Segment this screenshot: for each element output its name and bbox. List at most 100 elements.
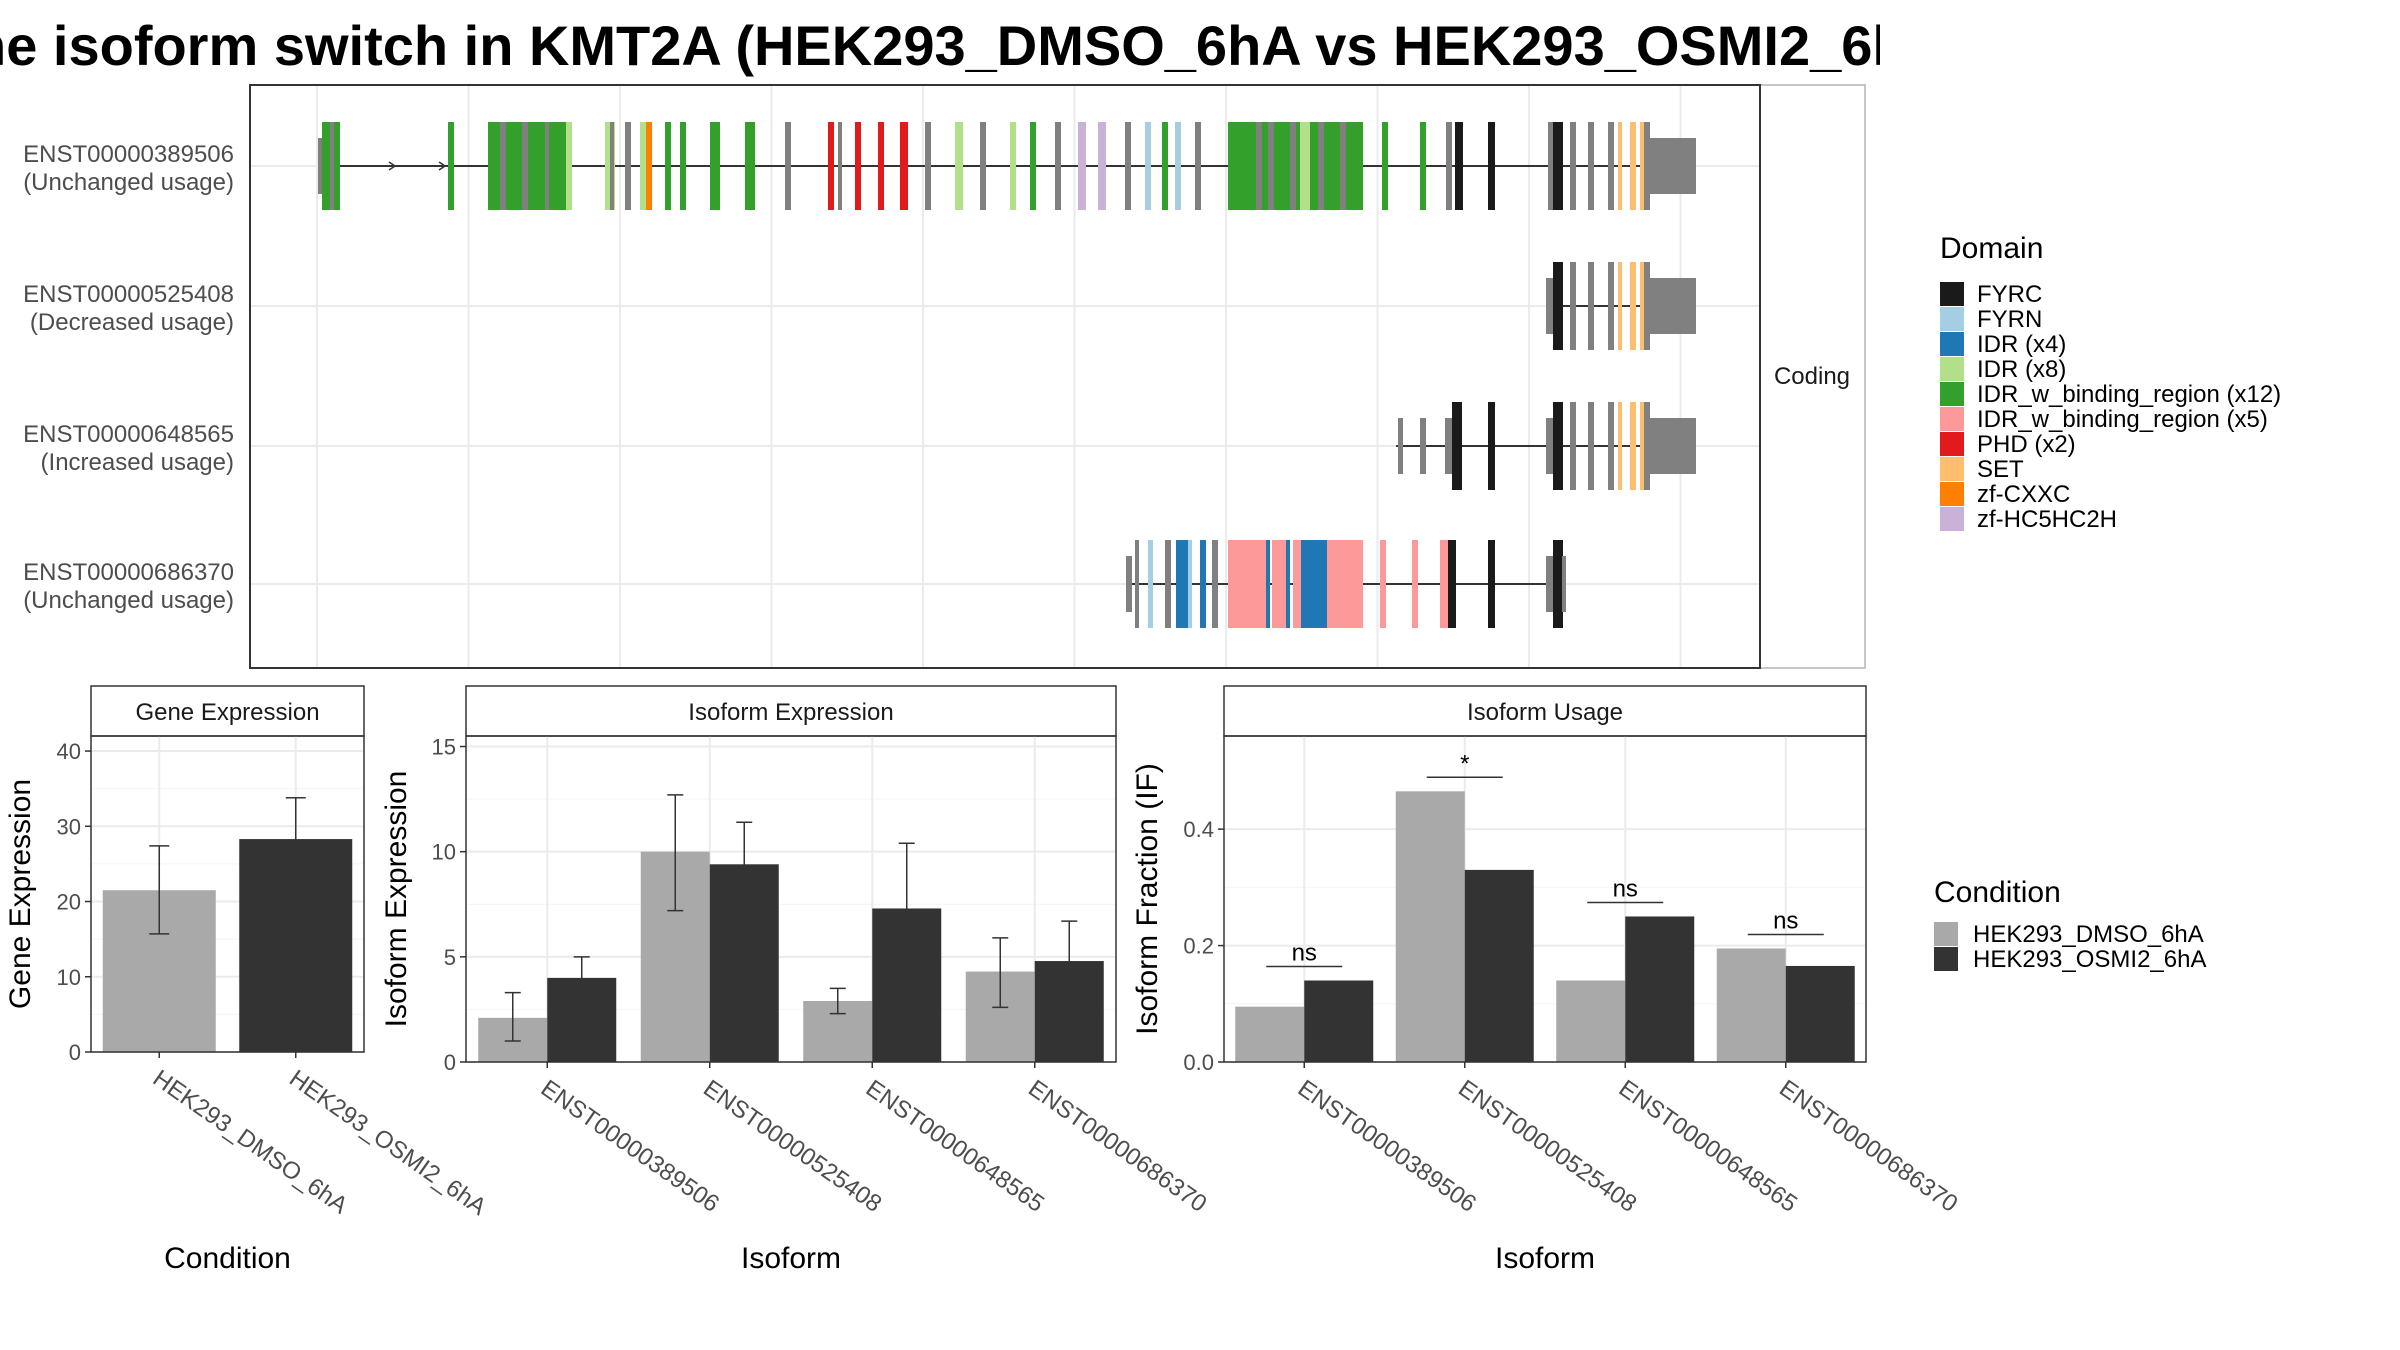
exon-block	[1553, 402, 1563, 490]
transcript-id-label: ENST00000525408	[23, 281, 234, 308]
exon-block	[1078, 122, 1086, 210]
exon-block	[1300, 122, 1310, 210]
exon-block	[1448, 540, 1456, 628]
bar	[1235, 1006, 1305, 1062]
transcript-usage-label: (Decreased usage)	[30, 309, 234, 336]
exon-block	[1195, 122, 1201, 210]
y-tick-label: 0	[444, 1050, 456, 1075]
y-tick-label: 40	[57, 739, 81, 764]
legend-label: FYRC	[1977, 281, 2042, 308]
transcript-usage-label: (Increased usage)	[41, 449, 234, 476]
y-tick-label: 0.2	[1183, 934, 1214, 959]
chart-title: Gene Expression	[135, 699, 319, 726]
x-axis-title: Isoform	[741, 1242, 841, 1275]
legend-label: zf-CXXC	[1977, 481, 2070, 508]
legend-swatch	[1940, 432, 1964, 456]
y-tick-label: 30	[57, 814, 81, 839]
exon-block	[1293, 540, 1301, 628]
exon-block	[1340, 122, 1346, 210]
y-tick-label: 15	[432, 735, 456, 760]
y-tick-label: 10	[57, 965, 81, 990]
y-tick-label: 0.0	[1183, 1050, 1214, 1075]
plot-title-text: he isoform switch in KMT2A (HEK293_DMSO_…	[0, 14, 1880, 77]
exon-block	[1398, 418, 1403, 474]
legend-label: HEK293_OSMI2_6hA	[1973, 946, 2206, 973]
exon-block	[745, 122, 755, 210]
exon-block	[838, 122, 842, 210]
legend-label: zf-HC5HC2H	[1977, 506, 2117, 533]
legend-swatch	[1940, 307, 1964, 331]
exon-block	[610, 122, 614, 210]
exon-block	[1588, 402, 1594, 490]
plot-border	[465, 735, 1117, 1063]
exon-block	[1644, 402, 1650, 490]
exon-block	[955, 122, 963, 210]
exon-block	[1212, 540, 1218, 628]
y-axis-title: Gene Expression	[4, 779, 37, 1009]
exon-block	[1380, 540, 1386, 628]
bar	[1716, 948, 1786, 1062]
exon-block	[1630, 262, 1636, 350]
y-axis-title: Isoform Expression	[380, 771, 413, 1028]
y-tick-label: 10	[432, 840, 456, 865]
exon-block	[1648, 418, 1696, 474]
exon-block	[1055, 122, 1061, 210]
exon-block	[318, 138, 324, 194]
x-tick-label: ENST00000686370	[1774, 1075, 1962, 1218]
exon-block	[878, 122, 884, 210]
bar	[1785, 965, 1855, 1062]
exon-block	[500, 122, 506, 210]
legend-label: SET	[1977, 456, 2024, 483]
exon-block	[1640, 122, 1646, 210]
panel-border	[249, 84, 1761, 669]
exon-block	[1440, 540, 1448, 628]
bar	[1304, 980, 1374, 1062]
x-axis-title: Condition	[164, 1242, 291, 1275]
y-tick-label: 20	[57, 890, 81, 915]
exon-block	[1162, 122, 1168, 210]
exon-block	[1570, 262, 1576, 350]
legend-swatch	[1940, 407, 1964, 431]
exon-block	[1098, 122, 1106, 210]
panel-background	[250, 85, 1760, 668]
legend-title: Condition	[1934, 876, 2061, 909]
exon-block	[1630, 402, 1636, 490]
x-tick-label: ENST00000648565	[861, 1075, 1049, 1218]
exon-block	[1268, 122, 1274, 210]
legend-swatch	[1940, 457, 1964, 481]
exon-block	[1266, 540, 1270, 628]
legend-label: HEK293_DMSO_6hA	[1973, 921, 2204, 948]
exon-block	[1382, 122, 1388, 210]
plot-border	[1223, 735, 1867, 1063]
gene-expression-chart: Gene Expression010203040HEK293_DMSO_6hAH…	[4, 685, 491, 1275]
exon-block	[1608, 402, 1614, 490]
bar	[1556, 980, 1626, 1062]
exon-block	[1290, 122, 1296, 210]
exon-block	[1318, 122, 1324, 210]
transcript-id-label: ENST00000686370	[23, 559, 234, 586]
exon-block	[625, 122, 631, 210]
exon-block	[1455, 122, 1463, 210]
exon-block	[1640, 262, 1646, 350]
y-axis-title: Isoform Fraction (IF)	[1131, 763, 1164, 1035]
exon-block	[1301, 540, 1327, 628]
legend-swatch	[1940, 357, 1964, 381]
strand-arrow	[438, 161, 447, 171]
exon-block	[1446, 122, 1452, 210]
exon-block	[1553, 122, 1563, 210]
exon-block	[1030, 122, 1036, 210]
legend-swatch	[1940, 382, 1964, 406]
legend-swatch	[1934, 947, 1958, 971]
legend-swatch	[1940, 482, 1964, 506]
isoform-expression-chart: Isoform Expression051015ENST00000389506E…	[380, 685, 1212, 1275]
exon-block	[1420, 122, 1426, 210]
exon-block	[1553, 540, 1563, 628]
transcript-id-label: ENST00000648565	[23, 421, 234, 448]
transcript-usage-label: (Unchanged usage)	[23, 169, 234, 196]
exon-block	[1488, 122, 1495, 210]
exon-block	[1126, 556, 1132, 612]
legend-swatch	[1940, 332, 1964, 356]
exon-block	[1165, 540, 1171, 628]
exon-block	[1286, 540, 1290, 628]
